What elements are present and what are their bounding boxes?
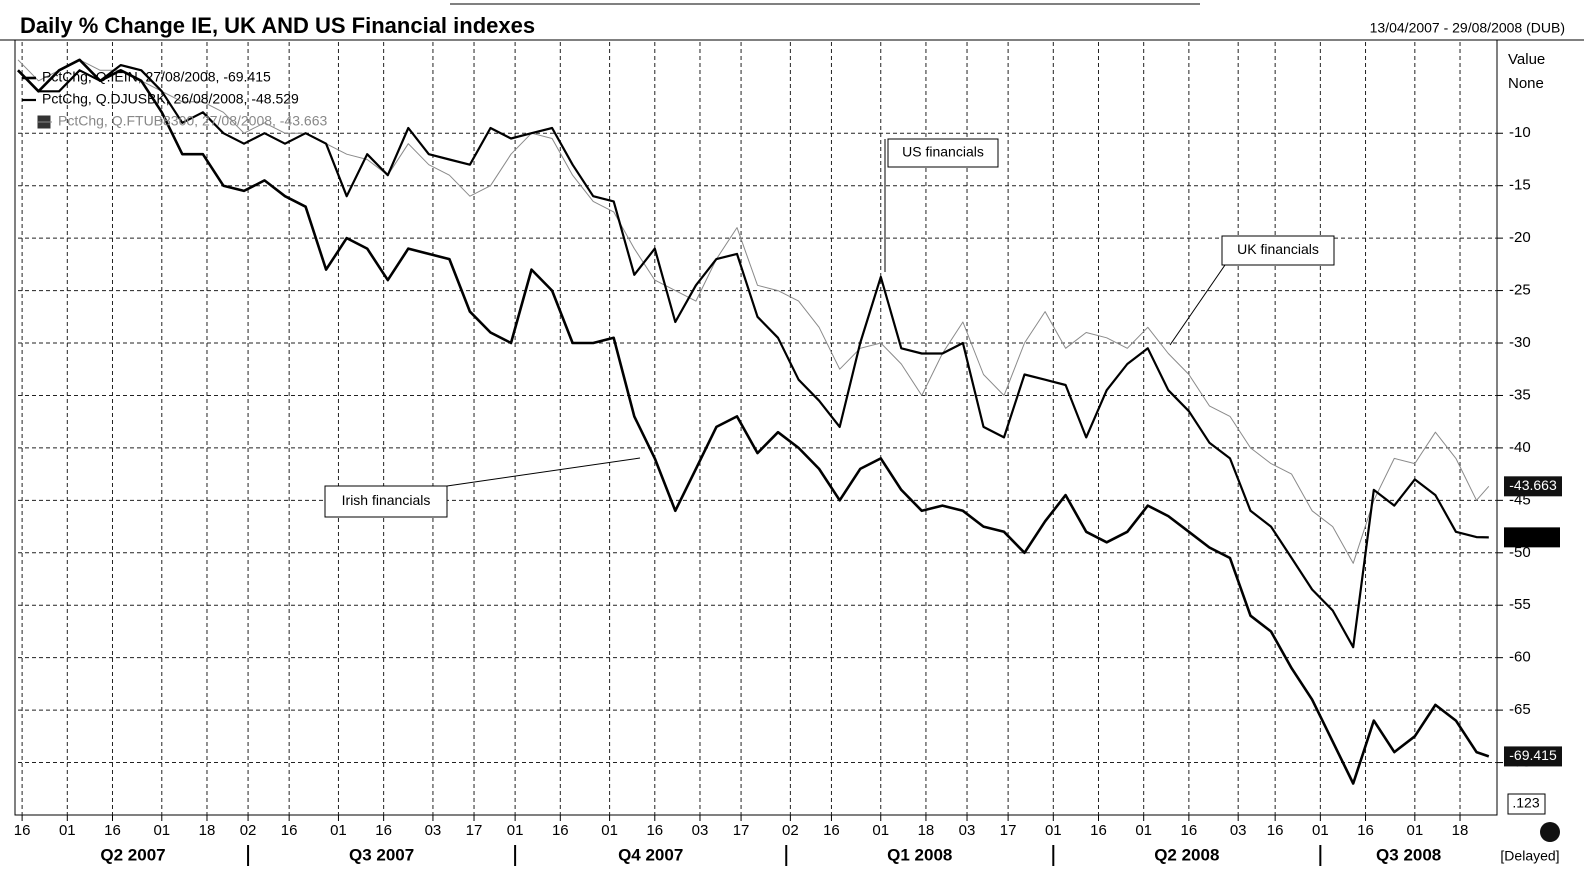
annotation: UK financials [1237,241,1319,257]
quarter-label: Q3 2007 [349,845,414,864]
annotation: US financials [902,144,984,160]
x-tick-label: 01 [872,822,889,839]
quarter-label: Q4 2007 [618,845,683,864]
x-tick-label: 16 [375,822,392,839]
y-tick-label: -55 [1509,596,1531,613]
callout-line [1169,264,1226,346]
x-tick-label: 16 [1181,822,1198,839]
legend-label: PctChg, Q.IEIN, 27/08/2008, -69.415 [42,69,271,85]
x-tick-label: 17 [466,822,483,839]
delayed-label: [Delayed] [1500,848,1559,864]
x-tick-label: 18 [199,822,216,839]
x-tick-label: 01 [1135,822,1152,839]
last-value-box [1504,527,1560,548]
y-tick-label: -30 [1509,334,1531,351]
x-tick-label: 17 [733,822,750,839]
date-range: 13/04/2007 - 29/08/2008 (DUB) [1370,20,1565,36]
x-tick-label: 03 [425,822,442,839]
y-tick-label: -60 [1509,649,1531,666]
series-line [17,63,1489,649]
last-value-box [1504,476,1562,497]
axis-header: Value [1508,51,1545,68]
quarter-label: Q2 2007 [100,845,165,864]
y-tick-label: -65 [1509,701,1531,718]
last-value-label: -69.415 [1509,747,1557,763]
footer-value: .123 [1512,795,1539,811]
x-tick-label: 01 [330,822,347,839]
x-tick-label: 18 [918,822,935,839]
x-tick-label: 01 [601,822,618,839]
x-tick-label: 16 [1267,822,1284,839]
y-tick-label: -20 [1509,229,1531,246]
callout-box [887,138,999,168]
axis-header: None [1508,75,1544,92]
y-tick-label: -40 [1509,439,1531,456]
x-tick-label: 16 [281,822,298,839]
series-line [17,58,1490,785]
x-tick-label: 16 [14,822,31,839]
x-tick-label: 16 [104,822,121,839]
x-tick-label: 02 [240,822,257,839]
callout-line [446,457,641,487]
y-tick-label: -50 [1509,544,1531,561]
x-tick-label: 17 [1000,822,1017,839]
x-tick-label: 01 [1406,822,1423,839]
value-box [1507,793,1546,815]
last-value-box [1504,746,1562,767]
x-tick-label: 16 [1357,822,1374,839]
legend-label: PctChg, Q.DJUSBK, 26/08/2008, -48.529 [42,91,299,107]
x-tick-label: 18 [1452,822,1469,839]
x-tick-label: 02 [782,822,799,839]
quarter-label: Q1 2008 [887,845,952,864]
y-tick-label: -35 [1509,386,1531,403]
x-tick-label: 16 [646,822,663,839]
x-tick-label: 01 [59,822,76,839]
status-icon [1540,822,1560,842]
x-tick-label: 16 [823,822,840,839]
y-tick-label: -10 [1509,124,1531,141]
x-tick-label: 16 [552,822,569,839]
y-tick-label: -15 [1509,177,1531,194]
callout-box [1221,235,1335,266]
x-tick-label: 01 [1312,822,1329,839]
y-tick-label: -25 [1509,282,1531,299]
quarter-label: Q2 2008 [1154,845,1219,864]
x-tick-label: 01 [507,822,524,839]
annotation: Irish financials [342,492,431,508]
callout-box [324,485,448,518]
last-value-label: -43.663 [1509,477,1557,493]
x-tick-label: 16 [1090,822,1107,839]
chart-title: Daily % Change IE, UK AND US Financial i… [20,13,535,38]
x-tick-label: 03 [959,822,976,839]
legend-label: PctChg, Q.FTUB8300, 27/08/2008, -43.663 [58,113,327,129]
series-line [17,59,1490,564]
x-tick-label: 03 [692,822,709,839]
x-tick-label: 01 [153,822,170,839]
quarter-label: Q3 2008 [1376,845,1441,864]
x-tick-label: 03 [1230,822,1247,839]
x-tick-label: 01 [1045,822,1062,839]
